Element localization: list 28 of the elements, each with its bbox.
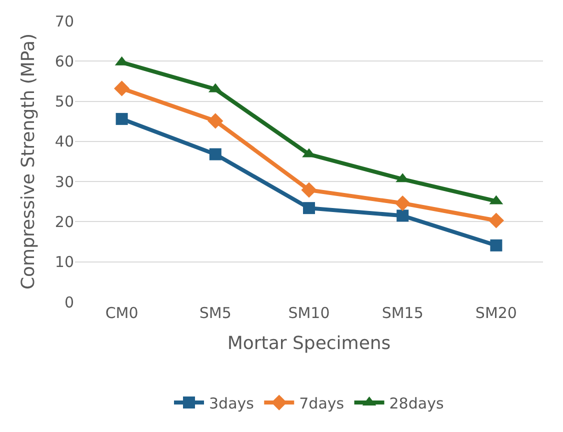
point [114, 80, 130, 96]
y-tick-label: 50 [54, 92, 74, 111]
point [396, 210, 409, 222]
point [116, 112, 128, 125]
y-tick-label: 40 [54, 132, 74, 151]
x-tick-label: SM10 [288, 304, 330, 322]
x-tick-label: CM0 [105, 304, 138, 322]
y-tick-label: 30 [54, 172, 74, 191]
point [394, 195, 410, 212]
y-tick-label: 10 [54, 253, 74, 272]
y-tick-label: 20 [54, 212, 74, 231]
y-tick-label: 0 [64, 293, 74, 312]
legend-label: 3days [209, 394, 254, 412]
x-tick-label: SM5 [199, 304, 232, 322]
legend-label: 7days [299, 394, 344, 412]
point [490, 239, 502, 252]
x-axis-title: Mortar Specimens [227, 333, 391, 354]
point [303, 202, 315, 214]
point [301, 182, 317, 198]
point [488, 212, 504, 228]
point [209, 148, 222, 160]
x-tick-label: SM20 [475, 304, 517, 322]
y-tick-label: 60 [54, 52, 74, 70]
x-tick-label: SM15 [382, 304, 424, 322]
y-axis-title: Compressive Strength (MPa) [18, 33, 40, 290]
point [208, 113, 224, 129]
y-tick-label: 70 [54, 12, 74, 30]
legend-label: 28days [389, 394, 444, 412]
